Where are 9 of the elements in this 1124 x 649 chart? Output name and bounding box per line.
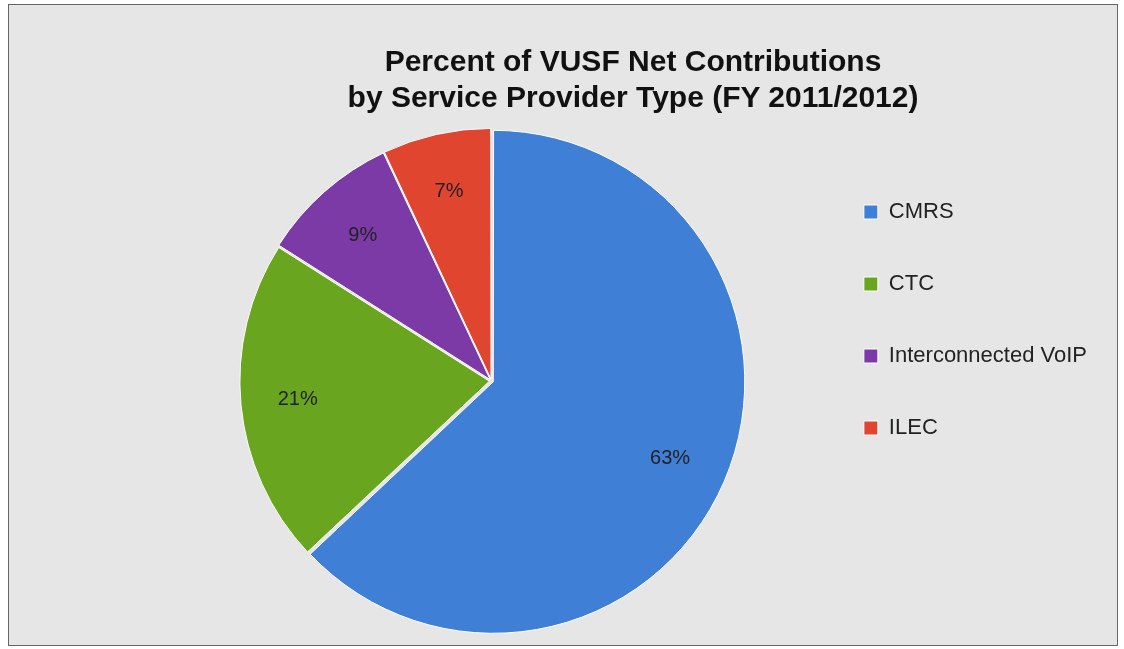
data-label: 63%: [650, 445, 691, 468]
legend-label: Interconnected VoIP: [888, 342, 1087, 368]
legend-label: CMRS: [888, 198, 954, 224]
legend-label: CTC: [888, 270, 935, 296]
data-label: 7%: [434, 178, 464, 201]
data-label: 9%: [348, 222, 378, 245]
chart-title: Percent of VUSF Net Contributions by Service Provider Type (FY 2011/2012): [347, 44, 919, 114]
legend-label: ILEC: [888, 414, 938, 440]
data-label: 21%: [277, 386, 318, 409]
